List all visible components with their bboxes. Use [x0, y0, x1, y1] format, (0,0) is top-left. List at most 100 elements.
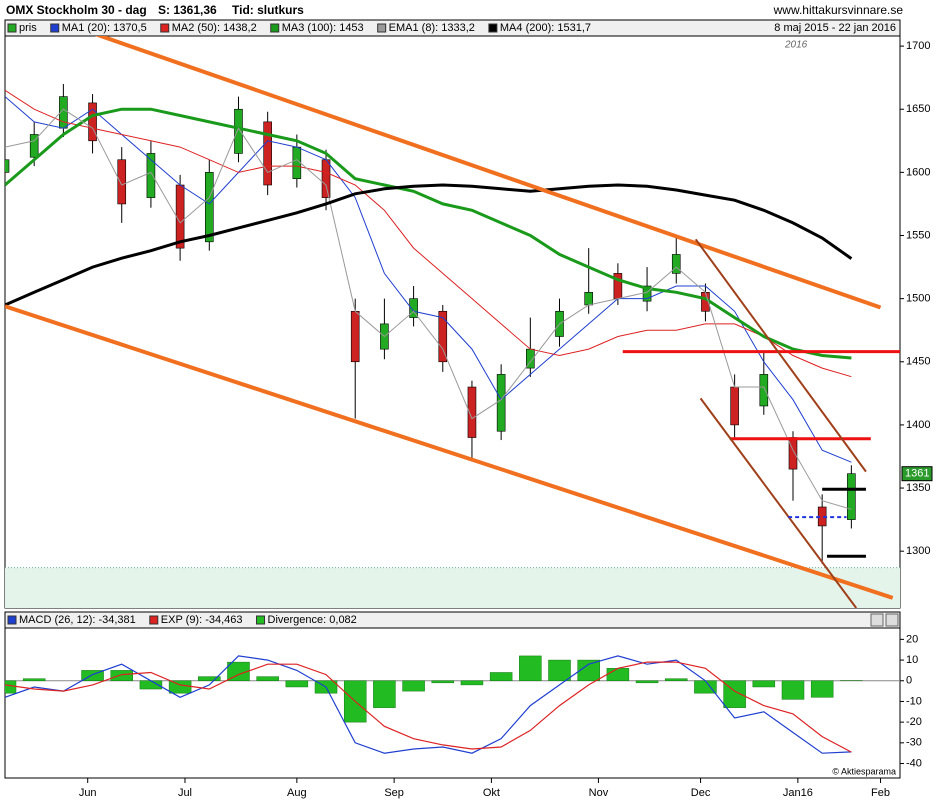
macd-plot — [5, 655, 900, 754]
legend-label: MACD (26, 12): -34,381 — [19, 614, 136, 626]
macd-line — [5, 655, 852, 754]
macd-frame — [4, 611, 901, 779]
divergence-bar — [489, 672, 513, 682]
x-tick-label: Jan16 — [783, 787, 813, 799]
y-tick-label: -40 — [906, 757, 922, 769]
legend-label: Divergence: 0,082 — [268, 614, 357, 626]
ma-line — [5, 108, 852, 510]
candle-body — [292, 146, 302, 179]
candle-body — [263, 121, 272, 186]
year-note: 2016 — [784, 40, 808, 51]
ma-line — [5, 183, 853, 307]
settings-button[interactable] — [885, 613, 899, 627]
candle-body — [730, 386, 739, 426]
legend-label: MA1 (20): 1370,5 — [62, 22, 147, 34]
divergence-bar — [256, 676, 279, 682]
trendline — [699, 397, 858, 608]
divergence-bar — [81, 670, 104, 682]
divergence-bar — [402, 680, 425, 692]
candle-body — [467, 386, 477, 438]
axes: 1300 1350 1400 1450 1500 1550 1600 1650 1700 1361… — [7, 22, 933, 799]
y-tick-label: 0 — [906, 675, 912, 687]
period: 8 maj 2015 - 22 jan 2016 — [774, 22, 896, 34]
x-tick-label: Feb — [871, 787, 890, 799]
credit: © Aktiesparama — [832, 766, 896, 776]
ma-line — [5, 96, 852, 463]
candle-body — [788, 437, 798, 470]
divergence-bar — [548, 659, 571, 682]
site: www.hittakursvinnare.se — [773, 3, 904, 17]
divergence-bar — [665, 678, 688, 682]
x-tick-label: Aug — [287, 787, 307, 799]
legend-swatch — [488, 23, 498, 33]
trendline — [5, 304, 894, 600]
legend-swatch — [149, 615, 159, 625]
legend-label: EXP (9): -34,463 — [161, 614, 243, 626]
last-price: S: 1361,36 — [158, 3, 217, 17]
legend-swatch — [160, 23, 170, 33]
candle-body — [671, 254, 681, 274]
y-tick-label: -10 — [906, 695, 922, 707]
zoom-button[interactable] — [870, 613, 884, 627]
candle-body — [847, 473, 856, 520]
y-tick-label: -20 — [906, 716, 922, 728]
x-tick-label: Jun — [79, 787, 97, 799]
divergence-bar — [460, 680, 484, 686]
macd-legend-bar — [4, 611, 901, 629]
divergence-bar — [606, 668, 630, 682]
y-tick-label: 1400 — [906, 419, 930, 431]
divergence-bar — [752, 680, 776, 688]
y-tick-label: -30 — [906, 737, 922, 749]
candle-body — [117, 159, 127, 205]
x-tick-label: Nov — [589, 787, 609, 799]
ma-line — [5, 107, 852, 360]
legend-bar — [4, 19, 901, 37]
candle-body — [584, 292, 593, 306]
x-tick-label: Dec — [691, 787, 711, 799]
candle-body — [88, 102, 97, 142]
divergence-bar — [168, 680, 192, 694]
candle-body — [759, 374, 769, 407]
legend-swatch — [377, 23, 387, 33]
candle-body — [438, 310, 448, 363]
candle-body — [29, 134, 39, 158]
y-tick-label: 1450 — [906, 356, 930, 368]
legend-swatch — [270, 23, 280, 33]
divergence-bar — [198, 676, 221, 682]
y-tick-label: 1300 — [906, 545, 930, 557]
candle-body — [146, 153, 156, 198]
zone — [5, 567, 900, 608]
x-tick-label: Okt — [483, 787, 500, 799]
divergence-bar — [635, 680, 659, 684]
price-tag-box — [901, 466, 933, 482]
divergence-bar — [227, 661, 250, 682]
legend-swatch — [50, 23, 60, 33]
y-tick-label: 1500 — [906, 293, 930, 305]
divergence-bar — [373, 680, 396, 708]
legend-label: MA2 (50): 1438,2 — [172, 22, 257, 34]
trendline — [94, 36, 882, 310]
divergence-bar — [431, 680, 455, 684]
divergence-bar — [22, 678, 46, 682]
candle-body — [496, 374, 506, 432]
price-mode: Tid: slutkurs — [232, 3, 304, 17]
candle-body — [350, 310, 360, 363]
price-tag: 1361 — [905, 468, 929, 480]
legend-label: EMA1 (8): 1333,2 — [389, 22, 475, 34]
y-tick-label: 1600 — [906, 166, 930, 178]
main-plot — [5, 36, 900, 608]
y-tick-label: 10 — [906, 654, 918, 666]
y-tick-label: 20 — [906, 633, 918, 645]
divergence-bar — [810, 680, 834, 698]
divergence-bar — [781, 680, 805, 700]
macd-line — [5, 661, 852, 753]
title: OMX Stockholm 30 - dag — [6, 3, 147, 17]
legend-swatch — [7, 615, 17, 625]
divergence-bar — [519, 655, 542, 682]
legend-label: MA3 (100): 1453 — [282, 22, 364, 34]
candle-body — [409, 298, 418, 318]
candle-body — [5, 159, 10, 173]
legend-label: MA4 (200): 1531,7 — [500, 22, 591, 34]
x-tick-label: Jul — [178, 787, 192, 799]
